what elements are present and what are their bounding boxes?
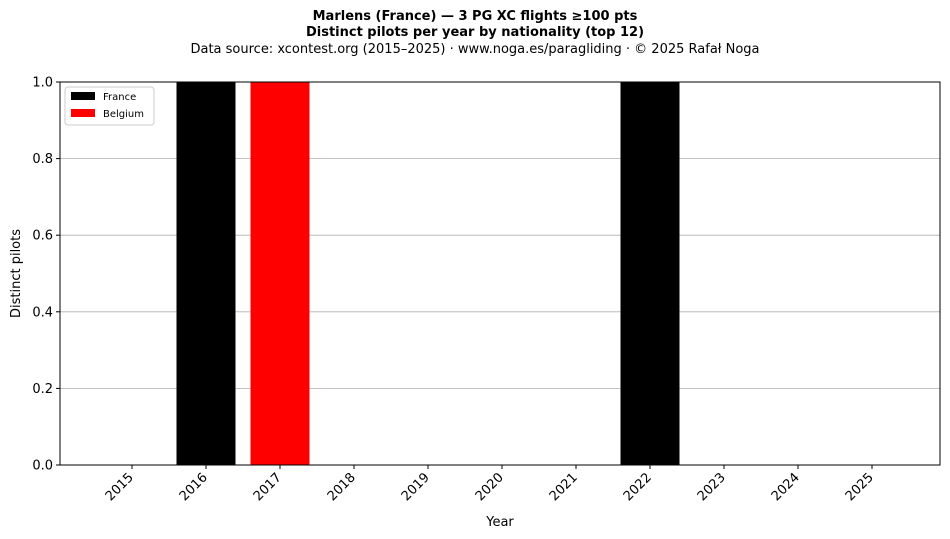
- x-axis-label: Year: [485, 515, 514, 530]
- x-tick-label-2018: 2018: [325, 470, 359, 504]
- y-tick-label-4: 0.8: [32, 152, 53, 167]
- x-tick-label-2020: 2020: [473, 470, 507, 504]
- legend-swatch-belgium: [71, 109, 95, 117]
- x-tick-label-2016: 2016: [177, 470, 211, 504]
- y-axis-label: Distinct pilots: [9, 229, 24, 318]
- y-tick-label-3: 0.6: [32, 229, 53, 244]
- x-tick-label-2017: 2017: [251, 470, 285, 504]
- chart-subtitle: Distinct pilots per year by nationality …: [305, 25, 645, 40]
- y-tick-label-1: 0.2: [32, 382, 53, 397]
- plot-frame: [59, 81, 941, 466]
- legend-label-france: France: [103, 92, 136, 103]
- bar-france-2022: [620, 82, 680, 465]
- y-tick-label-5: 1.0: [32, 76, 53, 91]
- y-tick-label-2: 0.4: [32, 305, 53, 320]
- y-tick-label-0: 0.0: [32, 459, 53, 474]
- x-tick-label-2023: 2023: [695, 470, 729, 504]
- bar-belgium-2017: [250, 82, 310, 465]
- x-tick-label-2024: 2024: [769, 470, 803, 504]
- chart-title: Marlens (France) — 3 PG XC flights ≥100 …: [312, 9, 638, 24]
- legend-swatch-france: [71, 92, 95, 100]
- chart-source-line: Data source: xcontest.org (2015–2025) · …: [190, 42, 760, 57]
- x-tick-label-2019: 2019: [399, 470, 433, 504]
- bar-france-2016: [176, 82, 236, 465]
- x-tick-label-2022: 2022: [621, 470, 655, 504]
- y-axis: 0.0 0.2 0.4 0.6 0.8 1.0: [32, 76, 60, 474]
- x-tick-label-2015: 2015: [103, 470, 137, 504]
- x-tick-label-2025: 2025: [843, 470, 877, 504]
- legend: France Belgium: [64, 86, 155, 126]
- x-tick-label-2021: 2021: [547, 470, 581, 504]
- legend-label-belgium: Belgium: [103, 109, 144, 120]
- x-axis: 2015 2016 2017 2018 2019 2020 2021 2022 2023 2024…: [103, 465, 877, 504]
- bars: [176, 82, 680, 465]
